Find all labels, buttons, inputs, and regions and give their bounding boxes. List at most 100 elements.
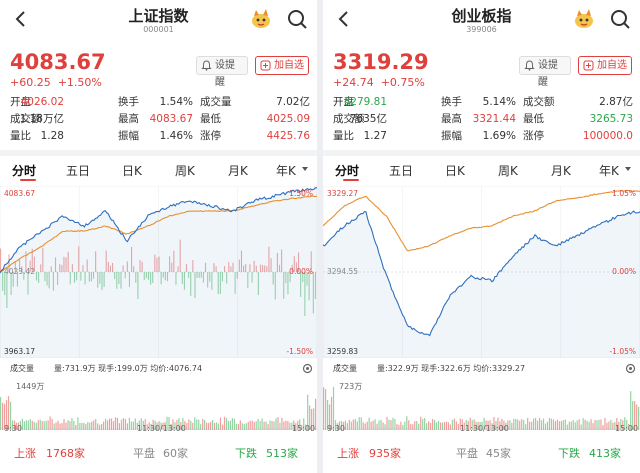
momentum-bar	[300, 272, 302, 297]
volume-bar	[471, 420, 473, 430]
stat-value: 4425.76	[266, 130, 310, 142]
volume-bar	[638, 406, 640, 430]
momentum-bar	[204, 262, 207, 272]
back-chevron-icon[interactable]	[10, 8, 32, 30]
stat-label: 最高	[118, 113, 139, 125]
chevron-down-icon[interactable]: ⌄	[12, 359, 19, 368]
momentum-bar	[200, 272, 202, 278]
tab-yearly-k[interactable]: 年K	[599, 164, 619, 178]
volume-bar	[297, 420, 299, 430]
intraday-chart[interactable]: 3329.27 3294.55 3259.83 1.05% 0.00% -1.0…	[323, 186, 640, 358]
volume-bar	[39, 419, 41, 430]
chevron-down-icon[interactable]	[625, 167, 631, 171]
volume-bar	[269, 420, 271, 430]
volume-bar	[99, 424, 101, 430]
volume-bar	[352, 419, 354, 430]
volume-chart[interactable]: 723万	[323, 378, 640, 430]
tab-monthly-k[interactable]: 月K	[551, 164, 571, 178]
tab-weekly-k[interactable]: 周K	[498, 164, 518, 178]
gear-icon[interactable]	[625, 363, 636, 374]
gear-icon[interactable]	[302, 363, 313, 374]
momentum-bar	[215, 266, 217, 272]
momentum-bar	[27, 272, 29, 295]
tab-monthly-k[interactable]: 月K	[228, 164, 248, 178]
momentum-bar	[278, 264, 281, 272]
volume-bar	[227, 420, 230, 430]
price-area	[323, 211, 640, 358]
volume-bar	[57, 420, 59, 430]
stats-row: 开盘 3279.81 换手 5.14% 成交额 2.87亿	[333, 94, 633, 111]
volume-bar	[293, 420, 295, 430]
back-chevron-icon[interactable]	[333, 8, 355, 30]
stat-value: 7635亿	[349, 113, 387, 125]
volume-bar	[388, 419, 390, 430]
volume-bar	[392, 417, 394, 430]
stat-label: 开盘	[10, 96, 31, 108]
volume-bar	[259, 421, 261, 430]
left-panel: 上证指数 000001 4083.67 +60.25 +1.50% 设提醒 加自…	[0, 0, 317, 473]
tab-yearly-k[interactable]: 年K	[276, 164, 296, 178]
volume-bar	[120, 419, 123, 430]
volume-bar	[130, 421, 132, 430]
volume-bar	[17, 422, 20, 430]
set-alert-button[interactable]: 设提醒	[196, 56, 248, 88]
volume-bar	[188, 419, 190, 430]
y-axis-top-label: 4083.67	[4, 189, 35, 198]
volume-bar	[408, 420, 410, 430]
momentum-bar	[160, 272, 162, 285]
volume-chart[interactable]: 1449万	[0, 378, 317, 430]
momentum-bar	[255, 265, 257, 272]
volume-bar	[630, 391, 632, 430]
mascot-icon[interactable]	[572, 8, 596, 30]
volume-bar	[249, 420, 251, 430]
search-icon[interactable]	[609, 8, 631, 30]
tab-five-day[interactable]: 五日	[66, 164, 91, 178]
volume-bar	[451, 419, 453, 430]
volume-bar	[247, 422, 249, 430]
tab-intraday[interactable]: 分时	[335, 164, 360, 178]
volume-bar	[225, 418, 228, 430]
momentum-bar	[219, 272, 221, 294]
volume-bar	[414, 421, 416, 430]
volume-bar	[570, 421, 572, 430]
volume-bar	[126, 423, 128, 430]
tab-five-day[interactable]: 五日	[389, 164, 414, 178]
tab-daily-k[interactable]: 日K	[445, 164, 465, 178]
momentum-bar	[198, 272, 200, 278]
add-watchlist-button[interactable]: 加自选	[578, 56, 632, 75]
stat-value: 1.69%	[482, 130, 516, 142]
intraday-chart[interactable]: 4083.67 4023.42 3963.17 1.50% 0.00% -1.5…	[0, 186, 317, 358]
volume-bar	[568, 421, 570, 430]
volume-bar	[437, 420, 440, 430]
volume-bar	[59, 423, 61, 430]
flat-count: 45家	[486, 447, 511, 460]
tab-daily-k[interactable]: 日K	[122, 164, 142, 178]
momentum-bar	[291, 264, 293, 272]
tab-intraday[interactable]: 分时	[12, 164, 37, 178]
average-price-line	[323, 190, 640, 252]
volume-bar	[142, 420, 144, 430]
momentum-bar	[179, 239, 181, 272]
momentum-bar	[57, 272, 59, 286]
search-icon[interactable]	[286, 8, 308, 30]
momentum-bar	[230, 266, 232, 272]
momentum-bar	[289, 272, 291, 283]
chevron-down-icon[interactable]	[302, 167, 308, 171]
stats-row: 成交额 7635亿 最高 3321.44 最低 3265.73	[333, 111, 633, 128]
momentum-bar	[105, 250, 107, 272]
mascot-icon[interactable]	[249, 8, 273, 30]
tab-weekly-k[interactable]: 周K	[175, 164, 195, 178]
chevron-down-icon[interactable]: ⌄	[335, 359, 342, 368]
add-watchlist-button[interactable]: 加自选	[255, 56, 309, 75]
volume-bar	[148, 422, 150, 430]
volume-bar	[53, 423, 55, 430]
set-alert-button[interactable]: 设提醒	[519, 56, 571, 88]
volume-bar	[47, 420, 49, 430]
volume-bar	[166, 416, 168, 430]
volume-bar	[614, 422, 616, 430]
volume-bar	[241, 423, 243, 430]
momentum-bar	[54, 257, 57, 272]
volume-bar	[400, 421, 402, 430]
volume-bar	[239, 420, 241, 430]
volume-bar	[441, 422, 444, 430]
